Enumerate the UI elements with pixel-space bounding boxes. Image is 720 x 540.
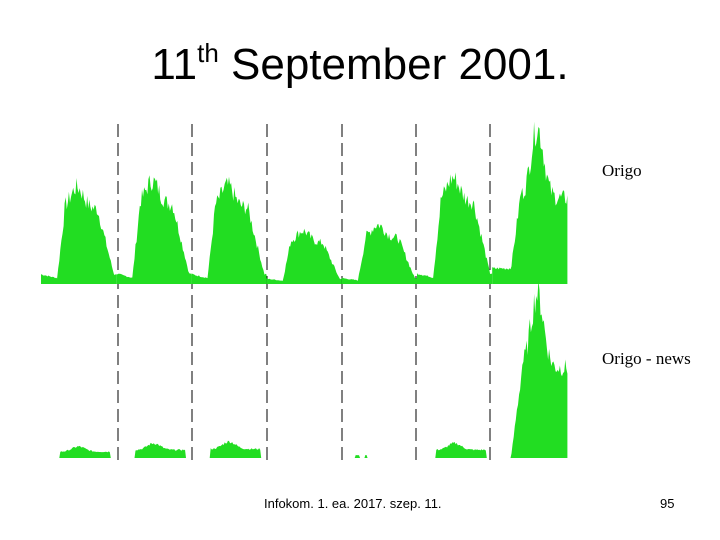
footer-page-number: 95 (660, 496, 675, 511)
origo-day-3-area (191, 176, 267, 284)
day-dividers (117, 124, 491, 460)
origo-day-2-area (116, 175, 192, 284)
origo-news-day-3-area (191, 440, 267, 458)
origo-news-day-5-area (341, 454, 417, 458)
origo-news-day-7-area (492, 280, 568, 458)
origo-legend-label: Origo (602, 161, 642, 180)
title-rest: September 2001. (218, 40, 569, 89)
origo-news-legend-label: Origo - news (602, 349, 691, 368)
footer-course: Infokom. 1. ea. 2017. szep. 11. (264, 496, 442, 511)
origo-news-day-6-area (417, 442, 493, 458)
origo-chart (41, 121, 568, 284)
origo-day-1-area (41, 178, 117, 284)
origo-day-6-area (417, 172, 493, 284)
slide-title: 11th September 2001. (0, 38, 720, 90)
title-ordinal: th (197, 38, 219, 68)
origo-news-chart (41, 280, 568, 458)
origo-day-4-area (266, 228, 342, 284)
title-day: 11 (151, 40, 198, 89)
origo-day-5-area (341, 223, 417, 284)
origo-news-day-2-area (116, 442, 192, 458)
origo-news-day-1-area (41, 445, 117, 458)
origo-day-7-area (492, 121, 568, 284)
